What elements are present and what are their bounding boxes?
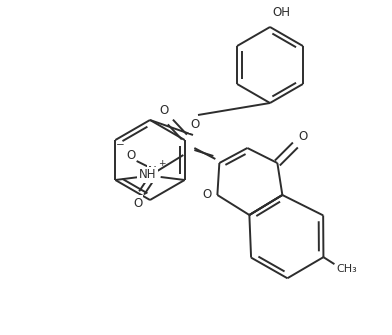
Text: OH: OH <box>272 6 290 19</box>
Text: +: + <box>158 158 165 168</box>
Text: O: O <box>126 148 135 161</box>
Text: O: O <box>191 119 200 132</box>
Text: O: O <box>202 189 211 201</box>
Text: O: O <box>299 131 308 143</box>
Text: CH₃: CH₃ <box>336 264 357 274</box>
Text: N: N <box>148 164 157 178</box>
Text: NH: NH <box>139 169 156 182</box>
Text: −: − <box>116 140 125 150</box>
Text: O: O <box>133 197 142 209</box>
Text: O: O <box>160 104 169 117</box>
